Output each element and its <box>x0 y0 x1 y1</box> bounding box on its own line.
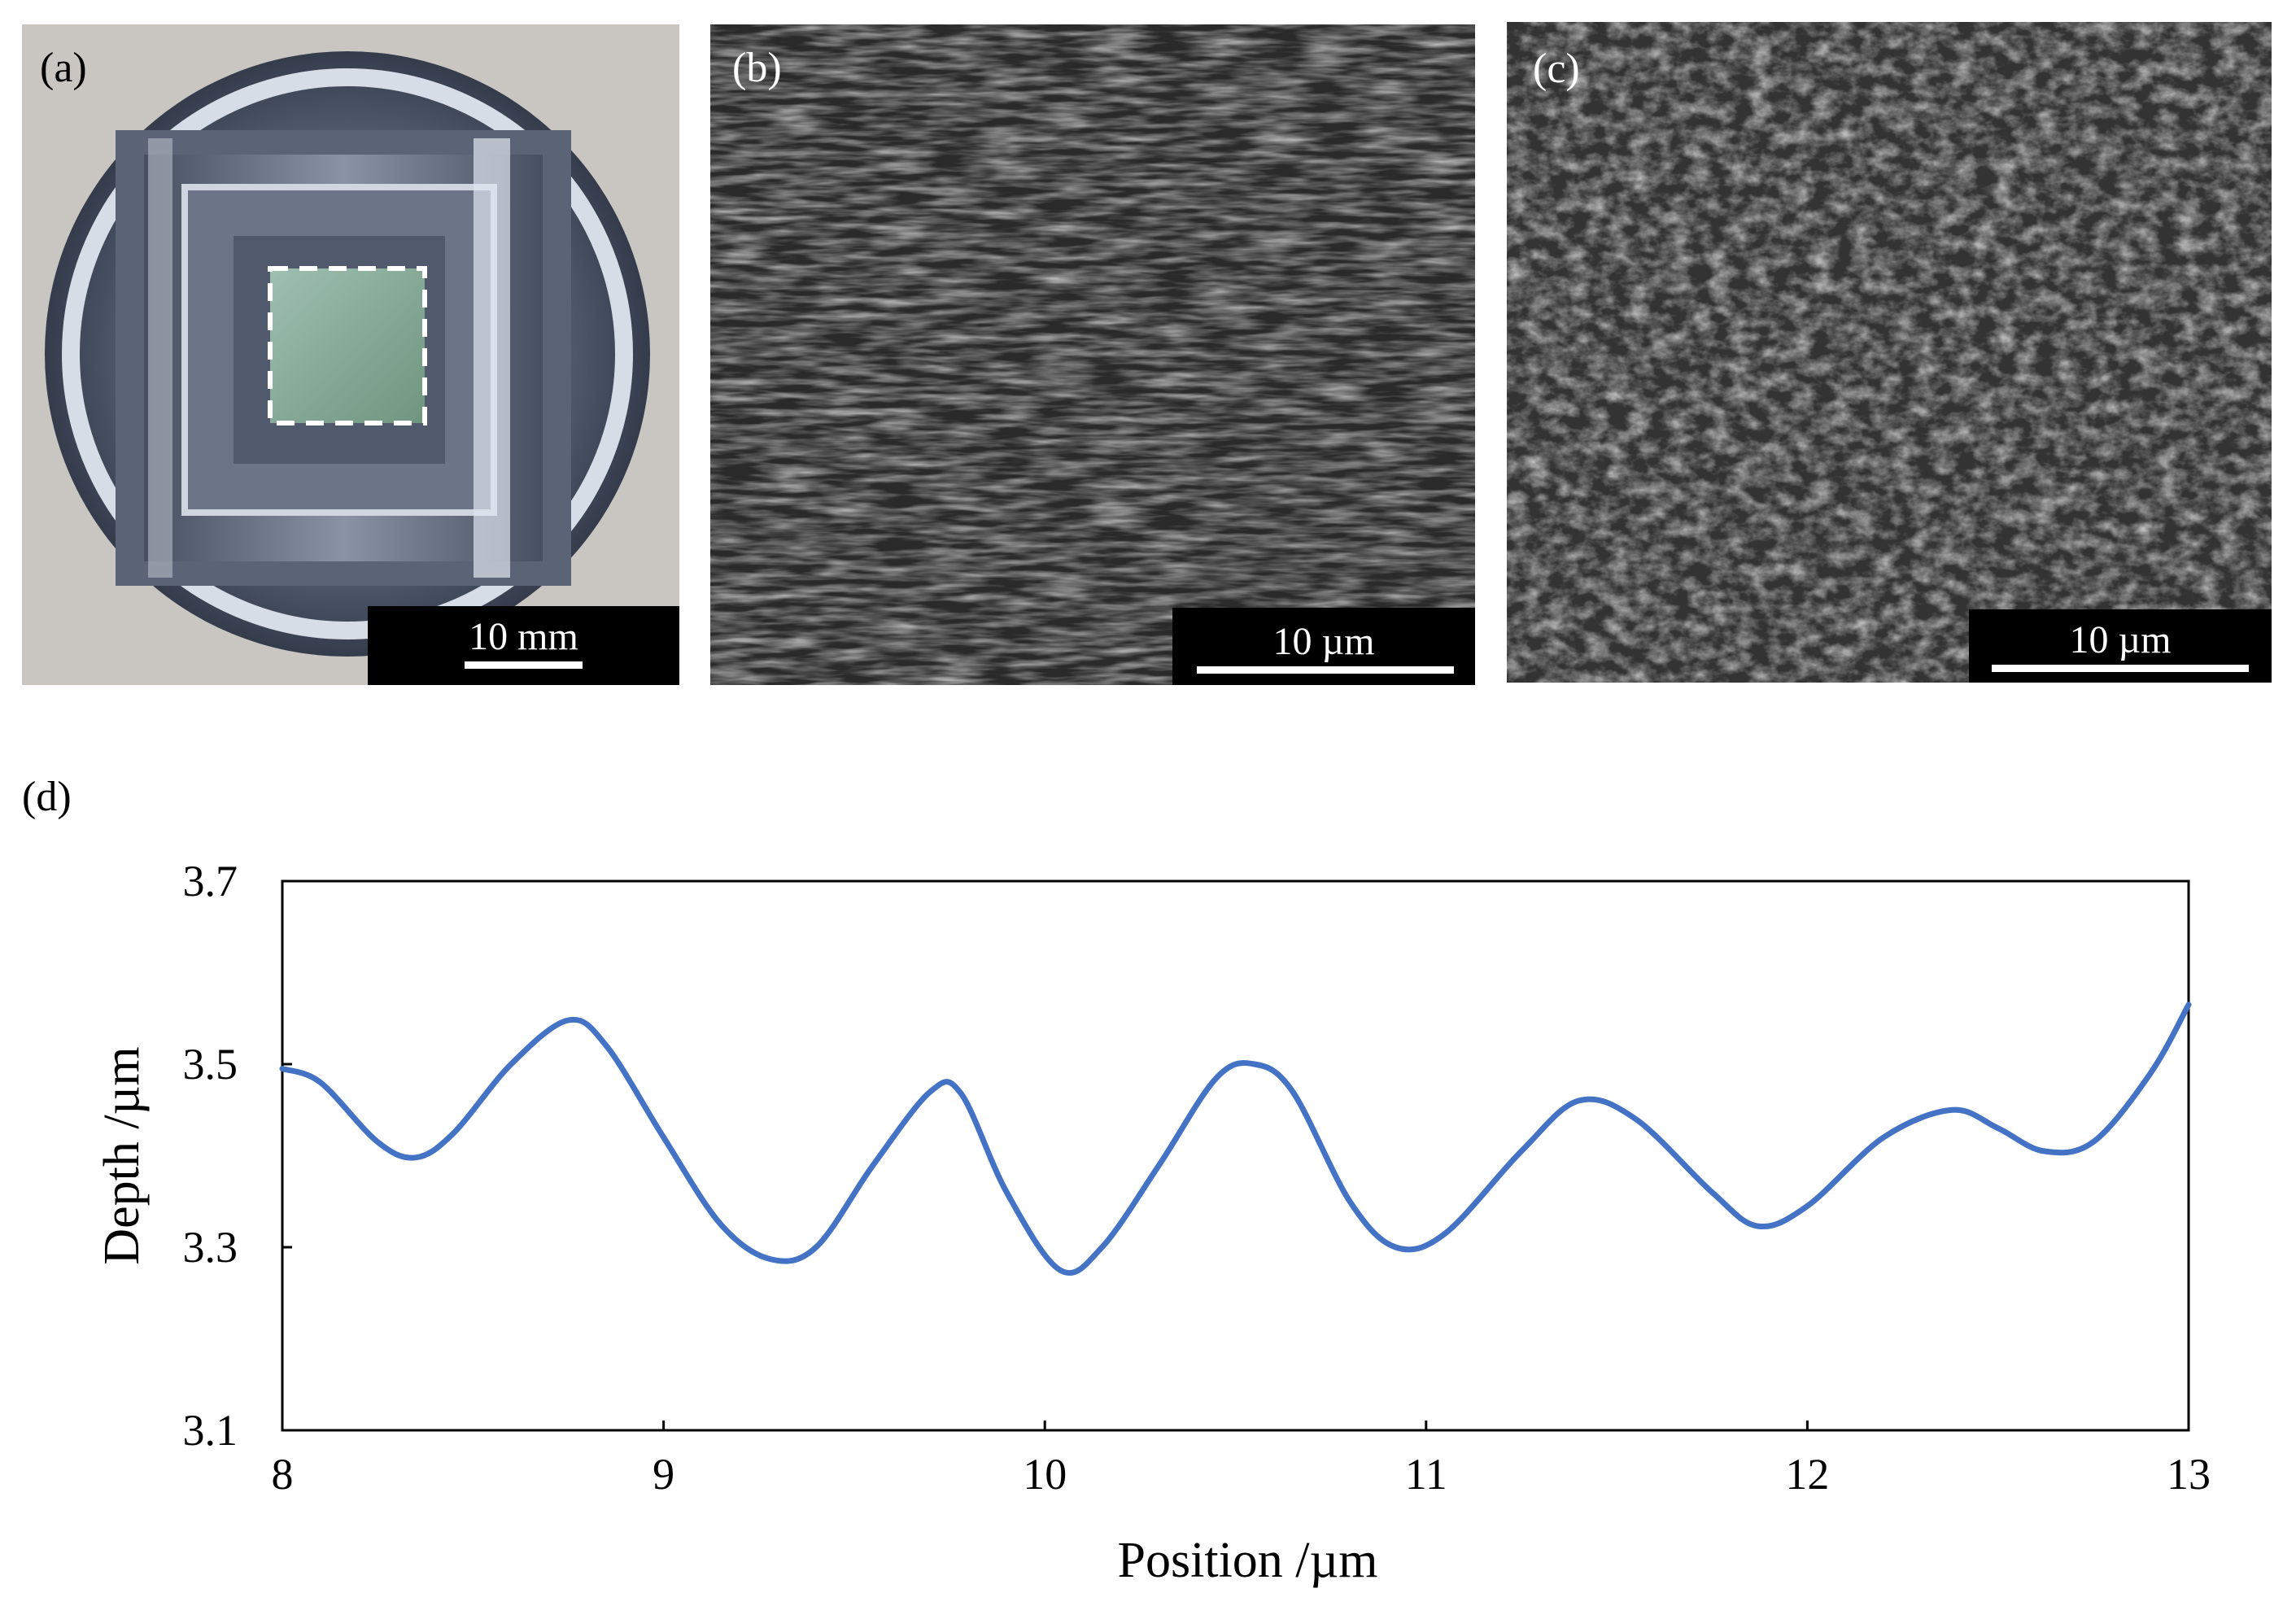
scale-bar-label-b: 10 µm <box>1272 620 1375 663</box>
x-tick-label: 12 <box>1785 1450 1829 1499</box>
sem-panel-c: (c) 10 µm <box>1507 22 2272 683</box>
depth-series-line <box>279 1002 2192 1277</box>
sem-image-c <box>1507 22 2272 683</box>
x-axis-title: Position /µm <box>1118 1533 1378 1588</box>
x-tick-label: 13 <box>2167 1450 2211 1499</box>
scale-bar-line-c <box>1992 665 2249 672</box>
sem-panel-b: (b) 10 µm <box>710 24 1475 685</box>
plot-area-border <box>281 879 2190 1432</box>
x-tick-label: 8 <box>272 1450 294 1499</box>
y-tick-label: 3.7 <box>183 857 238 906</box>
panel-label-c: (c) <box>1533 46 1580 92</box>
depth-profile-chart: 8 9 10 11 12 13 3.1 3.3 3.5 3.7 Position /µm Depth… <box>94 857 2211 1588</box>
scale-bar-label-c: 10 µm <box>2069 618 2172 661</box>
sem-image-b <box>710 24 1475 685</box>
region-marker <box>268 266 427 426</box>
scale-bar-c: 10 µm <box>1969 609 2272 683</box>
x-tick-label: 11 <box>1405 1450 1447 1499</box>
panel-label-d: (d) <box>22 774 72 820</box>
depth-profile-panel-d: (d) 8 9 10 11 12 13 3.1 3.3 3.5 3.7 Position /µm D… <box>0 765 2296 1606</box>
panel-label-b: (b) <box>732 45 782 91</box>
y-tick-label: 3.1 <box>183 1406 238 1455</box>
scale-bar-a: 10 mm <box>368 606 679 685</box>
sample-holder-photo <box>22 24 679 685</box>
y-tick-label: 3.3 <box>183 1223 238 1272</box>
scale-bar-line-a <box>465 661 583 669</box>
scale-bar-line-b <box>1197 666 1454 674</box>
y-axis-title: Depth /µm <box>94 1046 150 1264</box>
panel-label-a: (a) <box>40 45 87 91</box>
x-tick-label: 10 <box>1023 1450 1067 1499</box>
scale-bar-b: 10 µm <box>1172 608 1475 685</box>
photo-panel-a: (a) 10 mm <box>22 24 679 685</box>
x-tick-label: 9 <box>653 1450 674 1499</box>
y-tick-label: 3.5 <box>183 1040 238 1089</box>
scale-bar-label-a: 10 mm <box>469 615 578 658</box>
